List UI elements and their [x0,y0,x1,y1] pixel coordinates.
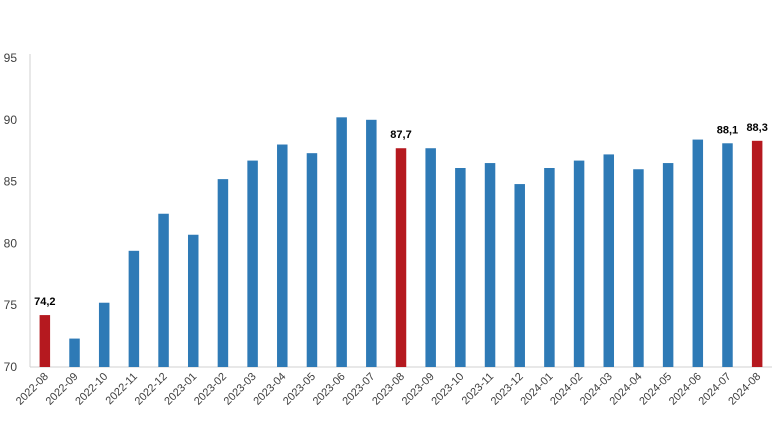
bar [692,139,704,367]
chart-data-labels: 74,2 87,7 88,1 88,3 [34,122,768,308]
data-label: 87,7 [390,129,411,141]
y-axis-ticks: 70 75 80 85 90 95 [4,51,18,374]
x-tick-label: 2022-10 [73,371,110,408]
bar [69,338,80,367]
bar [395,148,407,367]
bar [722,143,733,367]
data-label: 74,2 [34,296,55,308]
y-tick-label: 90 [4,113,18,127]
bar [544,168,555,367]
y-tick-label: 80 [4,236,18,250]
bar [306,153,318,367]
x-tick-label: 2024-08 [726,371,763,408]
bar [514,184,525,367]
y-tick-label: 85 [4,175,18,189]
bar [98,302,110,367]
bar [662,163,674,367]
bar [751,140,763,367]
y-tick-label: 70 [4,360,18,374]
bar [603,154,615,367]
bar [128,250,140,367]
y-tick-label: 95 [4,51,18,65]
bar [633,169,644,367]
bar [217,179,229,367]
y-tick-label: 75 [4,298,18,312]
x-tick-label: 2023-10 [429,371,466,408]
bar [366,119,377,367]
bar [247,160,258,367]
bar [187,234,199,367]
chart-bars [39,117,763,367]
bar [425,148,436,367]
x-axis-ticks: 2022-082022-092022-102022-112022-122023-… [14,371,763,408]
bar [277,144,288,367]
data-label: 88,3 [746,122,767,134]
bar [39,315,51,367]
bar [158,213,169,367]
bar [336,117,347,367]
bar [455,168,466,367]
data-label: 88,1 [717,124,738,136]
bar [484,163,496,367]
bar [573,160,585,367]
